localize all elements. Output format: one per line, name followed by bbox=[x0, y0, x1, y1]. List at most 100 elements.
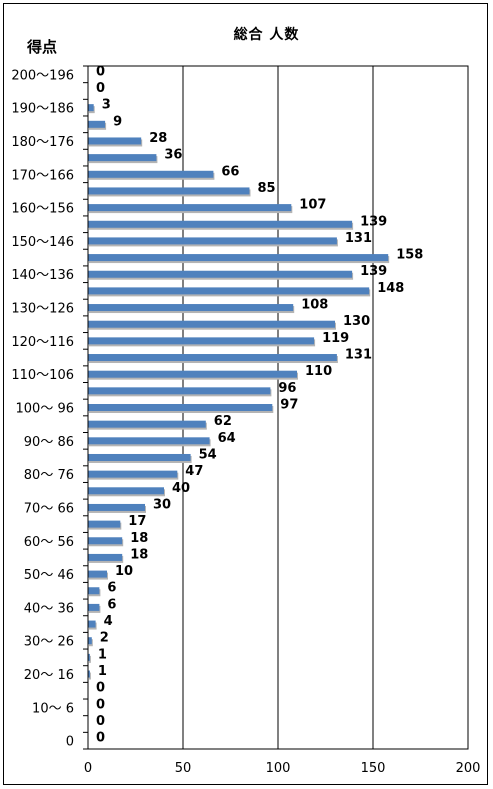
bar bbox=[88, 270, 353, 278]
y-category-label: 130～126 bbox=[11, 302, 74, 317]
y-category-label: 10～ 6 bbox=[32, 701, 74, 716]
data-label: 0 bbox=[96, 681, 105, 696]
bar bbox=[88, 170, 214, 178]
bar bbox=[88, 287, 370, 295]
data-label: 158 bbox=[396, 248, 423, 263]
data-label: 6 bbox=[107, 597, 116, 612]
bar bbox=[88, 603, 100, 611]
plot-area bbox=[87, 65, 469, 750]
data-label: 64 bbox=[218, 431, 236, 446]
data-label: 107 bbox=[299, 198, 326, 213]
bar bbox=[88, 520, 121, 528]
data-label: 110 bbox=[305, 364, 332, 379]
bar-shadow bbox=[89, 655, 91, 663]
bar bbox=[88, 320, 335, 328]
data-label: 0 bbox=[96, 64, 105, 79]
y-category-label: 150～146 bbox=[11, 235, 74, 250]
x-tick-label: 100 bbox=[266, 761, 291, 776]
bar bbox=[88, 453, 191, 461]
bar bbox=[88, 653, 90, 661]
data-label: 18 bbox=[130, 547, 148, 562]
y-category-label: 70～ 66 bbox=[24, 501, 74, 516]
y-category-label: 30～ 26 bbox=[24, 635, 74, 650]
data-label: 10 bbox=[115, 564, 133, 579]
bar bbox=[88, 553, 123, 561]
y-category-label: 170～166 bbox=[11, 168, 74, 183]
data-label: 47 bbox=[185, 464, 203, 479]
data-label: 2 bbox=[100, 631, 109, 646]
data-label: 6 bbox=[107, 581, 116, 596]
x-tick-label: 200 bbox=[456, 761, 481, 776]
bar bbox=[88, 370, 297, 378]
y-category-label: 60～ 56 bbox=[24, 535, 74, 550]
bar-shadow bbox=[89, 672, 91, 680]
data-label: 139 bbox=[360, 264, 387, 279]
data-label: 66 bbox=[221, 164, 239, 179]
y-category-label: 80～ 76 bbox=[24, 468, 74, 483]
y-category-label: 100～ 96 bbox=[16, 402, 75, 417]
data-label: 4 bbox=[104, 614, 113, 629]
y-axis-title: 得点 bbox=[27, 38, 58, 56]
bar bbox=[88, 154, 157, 162]
y-category-label: 0 bbox=[66, 735, 74, 750]
bar bbox=[88, 337, 315, 345]
data-label: 0 bbox=[96, 714, 105, 729]
y-category-label: 200～196 bbox=[11, 68, 74, 83]
bar bbox=[88, 620, 96, 628]
y-category-label: 180～176 bbox=[11, 135, 74, 150]
data-label: 1 bbox=[98, 647, 107, 662]
bar bbox=[88, 404, 273, 411]
bar bbox=[88, 570, 107, 578]
axes bbox=[83, 65, 469, 750]
bar bbox=[88, 137, 142, 145]
bar bbox=[88, 503, 145, 511]
x-tick-label: 50 bbox=[175, 761, 192, 776]
bar bbox=[88, 104, 94, 112]
bar bbox=[88, 420, 206, 428]
bar bbox=[88, 470, 178, 478]
data-label: 131 bbox=[345, 231, 372, 246]
bar bbox=[88, 387, 271, 395]
data-label: 30 bbox=[153, 497, 171, 512]
data-label: 18 bbox=[130, 531, 148, 546]
bar bbox=[88, 187, 250, 195]
y-category-label: 140～136 bbox=[11, 268, 74, 283]
y-category-label: 110～106 bbox=[11, 368, 74, 383]
bar bbox=[88, 354, 337, 362]
labels: 0 50 100 150 2000039283666851071391311581391… bbox=[11, 64, 480, 776]
bar bbox=[88, 437, 210, 445]
bar bbox=[88, 254, 389, 262]
data-label: 85 bbox=[258, 181, 276, 196]
data-label: 40 bbox=[172, 481, 190, 496]
data-label: 0 bbox=[96, 81, 105, 96]
data-label: 3 bbox=[102, 98, 111, 113]
bar bbox=[88, 637, 92, 645]
y-category-label: 50～ 46 bbox=[24, 568, 74, 583]
data-label: 54 bbox=[199, 447, 217, 462]
x-tick-label: 150 bbox=[361, 761, 386, 776]
data-label: 28 bbox=[149, 131, 167, 146]
data-label: 119 bbox=[322, 331, 349, 346]
data-label: 0 bbox=[96, 697, 105, 712]
bar bbox=[88, 204, 292, 212]
bar bbox=[88, 587, 100, 595]
bar bbox=[88, 120, 106, 128]
data-label: 9 bbox=[113, 114, 122, 129]
data-label: 1 bbox=[98, 664, 107, 679]
y-category-label: 190～186 bbox=[11, 102, 74, 117]
bar bbox=[88, 237, 337, 245]
data-label: 62 bbox=[214, 414, 232, 429]
x-tick-label: 0 bbox=[84, 761, 92, 776]
bar bbox=[88, 537, 123, 545]
data-label: 108 bbox=[301, 298, 328, 313]
bar bbox=[88, 670, 90, 678]
data-label: 130 bbox=[343, 314, 370, 329]
data-label: 97 bbox=[280, 398, 298, 413]
data-label: 0 bbox=[96, 731, 105, 746]
bar bbox=[88, 304, 294, 312]
chart-title: 総合 人数 bbox=[233, 27, 300, 43]
bars bbox=[88, 104, 390, 680]
data-label: 131 bbox=[345, 348, 372, 363]
data-label: 139 bbox=[360, 214, 387, 229]
